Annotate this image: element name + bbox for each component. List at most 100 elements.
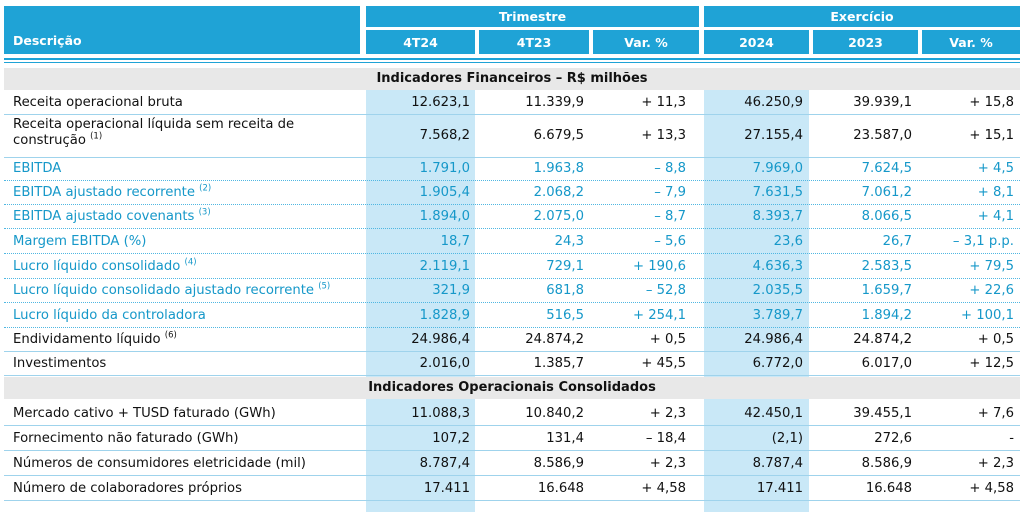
- table-cell: + 7,6: [977, 406, 1014, 421]
- table-cell: 2.583,5: [861, 259, 912, 274]
- table-cell: 729,1: [546, 259, 584, 274]
- table-cell: 26,7: [882, 234, 912, 249]
- footnote-marker: (1): [90, 131, 103, 142]
- section-title-financeiros: Indicadores Financeiros – R$ milhões: [376, 71, 648, 86]
- table-cell: + 2,3: [649, 456, 686, 471]
- row-label-text: EBITDA ajustado recorrente: [13, 185, 195, 200]
- row-label: EBITDA ajustado covenants (3): [13, 208, 343, 225]
- table-cell: 24.874,2: [853, 332, 912, 347]
- table-cell: 23.587,0: [853, 128, 912, 143]
- table-cell: 1.894,2: [861, 308, 912, 323]
- table-cell: 7.061,2: [861, 185, 912, 200]
- table-cell: 2.119,1: [419, 259, 470, 274]
- row-label-text: Margem EBITDA (%): [13, 234, 147, 249]
- table-cell: 7.568,2: [419, 128, 470, 143]
- table-cell: 24.874,2: [525, 332, 584, 347]
- table-cell: – 5,6: [654, 234, 686, 249]
- table-cell: 24,3: [554, 234, 584, 249]
- table-cell: 1.791,0: [419, 161, 470, 176]
- row-label: Lucro líquido da controladora: [13, 308, 343, 324]
- table-cell: 516,5: [546, 308, 584, 323]
- table-cell: 272,6: [874, 431, 912, 446]
- table-cell: 6.679,5: [533, 128, 584, 143]
- header-exercicio: Exercício: [704, 6, 1020, 27]
- table-cell: 2.068,2: [533, 185, 584, 200]
- table-cell: 8.586,9: [533, 456, 584, 471]
- row-label: EBITDA: [13, 161, 343, 177]
- table-cell: 8.787,4: [419, 456, 470, 471]
- table-cell: 321,9: [432, 283, 470, 298]
- table-cell: 39.939,1: [853, 95, 912, 110]
- row-label-text: Endividamento líquido: [13, 332, 161, 347]
- row-divider: [4, 204, 1020, 205]
- row-label: Número de colaboradores próprios: [13, 481, 343, 497]
- table-cell: 27.155,4: [744, 128, 803, 143]
- header-underline-2: [4, 62, 1020, 63]
- row-label-text: Fornecimento não faturado (GWh): [13, 431, 239, 446]
- table-cell: 1.894,0: [419, 209, 470, 224]
- row-divider: [4, 475, 1020, 476]
- table-cell: 16.648: [865, 481, 912, 496]
- table-cell: 8.586,9: [861, 456, 912, 471]
- header-underline: [4, 58, 1020, 60]
- table-cell: + 2,3: [977, 456, 1014, 471]
- row-label-text: Receita operacional bruta: [13, 95, 183, 110]
- table-cell: + 12,5: [969, 356, 1014, 371]
- table-cell: + 4,58: [641, 481, 686, 496]
- row-label: Lucro líquido consolidado (4): [13, 258, 343, 275]
- table-cell: 1.659,7: [861, 283, 912, 298]
- table-cell: 681,8: [546, 283, 584, 298]
- table-cell: + 254,1: [633, 308, 686, 323]
- table-cell: 6.772,0: [752, 356, 803, 371]
- table-cell: 1.385,7: [533, 356, 584, 371]
- table-cell: + 22,6: [969, 283, 1014, 298]
- table-cell: 8.393,7: [752, 209, 803, 224]
- row-divider: [4, 302, 1020, 303]
- row-label: Receita operacional bruta: [13, 95, 343, 111]
- table-cell: + 11,3: [641, 95, 686, 110]
- row-label: Lucro líquido consolidado ajustado recor…: [13, 282, 343, 299]
- table-cell: + 4,5: [977, 161, 1014, 176]
- row-label-text: Investimentos: [13, 356, 107, 371]
- table-cell: + 2,3: [649, 406, 686, 421]
- table-cell: 18,7: [440, 234, 470, 249]
- row-label: Receita operacional líquida sem receita …: [13, 117, 343, 149]
- table-cell: (2,1): [771, 431, 803, 446]
- table-cell: + 79,5: [969, 259, 1014, 274]
- row-label: Fornecimento não faturado (GWh): [13, 431, 343, 447]
- table-cell: – 8,8: [654, 161, 686, 176]
- table-cell: 1.905,4: [419, 185, 470, 200]
- table-cell: + 0,5: [977, 332, 1014, 347]
- table-cell: 2.016,0: [419, 356, 470, 371]
- table-cell: + 4,58: [969, 481, 1014, 496]
- row-divider: [4, 157, 1020, 158]
- col-fill-4t24: [366, 90, 475, 512]
- table-cell: 11.339,9: [525, 95, 584, 110]
- table-cell: 6.017,0: [861, 356, 912, 371]
- row-divider: [4, 327, 1020, 328]
- table-cell: 7.969,0: [752, 161, 803, 176]
- row-label-text: EBITDA: [13, 161, 62, 176]
- row-label-text: EBITDA ajustado covenants: [13, 209, 195, 224]
- footnote-marker: (2): [199, 183, 212, 194]
- table-cell: 39.455,1: [853, 406, 912, 421]
- header-trimestre: Trimestre: [366, 6, 699, 27]
- header-col-var-trimestre: Var. %: [593, 30, 699, 54]
- table-cell: 107,2: [432, 431, 470, 446]
- row-label-text: Receita operacional líquida sem receita …: [13, 117, 295, 148]
- table-cell: 7.631,5: [752, 185, 803, 200]
- table-cell: 7.624,5: [861, 161, 912, 176]
- row-label-text: Números de consumidores eletricidade (mi…: [13, 456, 306, 471]
- header-col-2024: 2024: [704, 30, 809, 54]
- header-descricao: Descrição: [4, 6, 360, 54]
- table-cell: + 4,1: [977, 209, 1014, 224]
- header-col-4t23: 4T23: [479, 30, 589, 54]
- footnote-marker: (6): [164, 330, 177, 341]
- header-col-var-exercicio: Var. %: [922, 30, 1020, 54]
- table-cell: + 15,8: [969, 95, 1014, 110]
- row-divider: [4, 180, 1020, 181]
- table-cell: + 45,5: [641, 356, 686, 371]
- row-divider: [4, 228, 1020, 229]
- row-label-text: Lucro líquido consolidado: [13, 259, 181, 274]
